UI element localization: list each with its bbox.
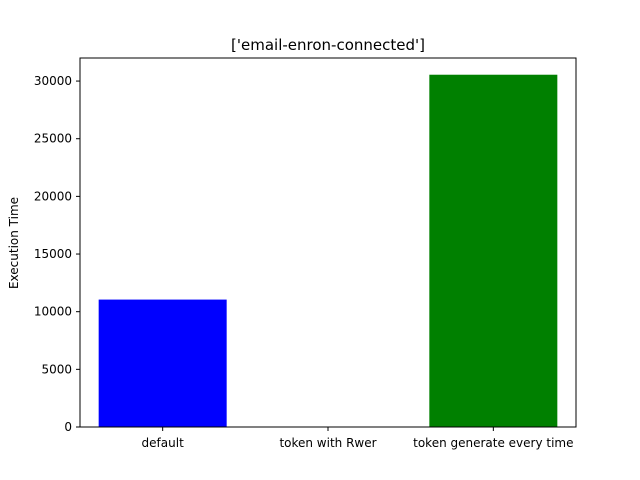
y-tick-label-1: 5000 bbox=[41, 362, 72, 376]
x-tick-label-0: default bbox=[142, 436, 185, 450]
y-tick-label-6: 30000 bbox=[34, 74, 72, 88]
x-tick-label-1: token with Rwer bbox=[279, 436, 376, 450]
y-tick-label-4: 20000 bbox=[34, 189, 72, 203]
y-axis-label: Execution Time bbox=[7, 197, 21, 289]
y-tick-label-0: 0 bbox=[64, 420, 72, 434]
plot-frame bbox=[79, 57, 577, 428]
bar-0 bbox=[98, 299, 227, 427]
y-tick-label-2: 10000 bbox=[34, 305, 72, 319]
x-tick-label-2: token generate every time bbox=[413, 436, 573, 450]
bar-2 bbox=[429, 74, 558, 427]
y-tick-label-5: 25000 bbox=[34, 132, 72, 146]
y-tick-label-3: 15000 bbox=[34, 247, 72, 261]
plot-area: default token with Rwer token generate eve… bbox=[34, 57, 577, 450]
chart-title: ['email-enron-connected'] bbox=[231, 36, 425, 54]
